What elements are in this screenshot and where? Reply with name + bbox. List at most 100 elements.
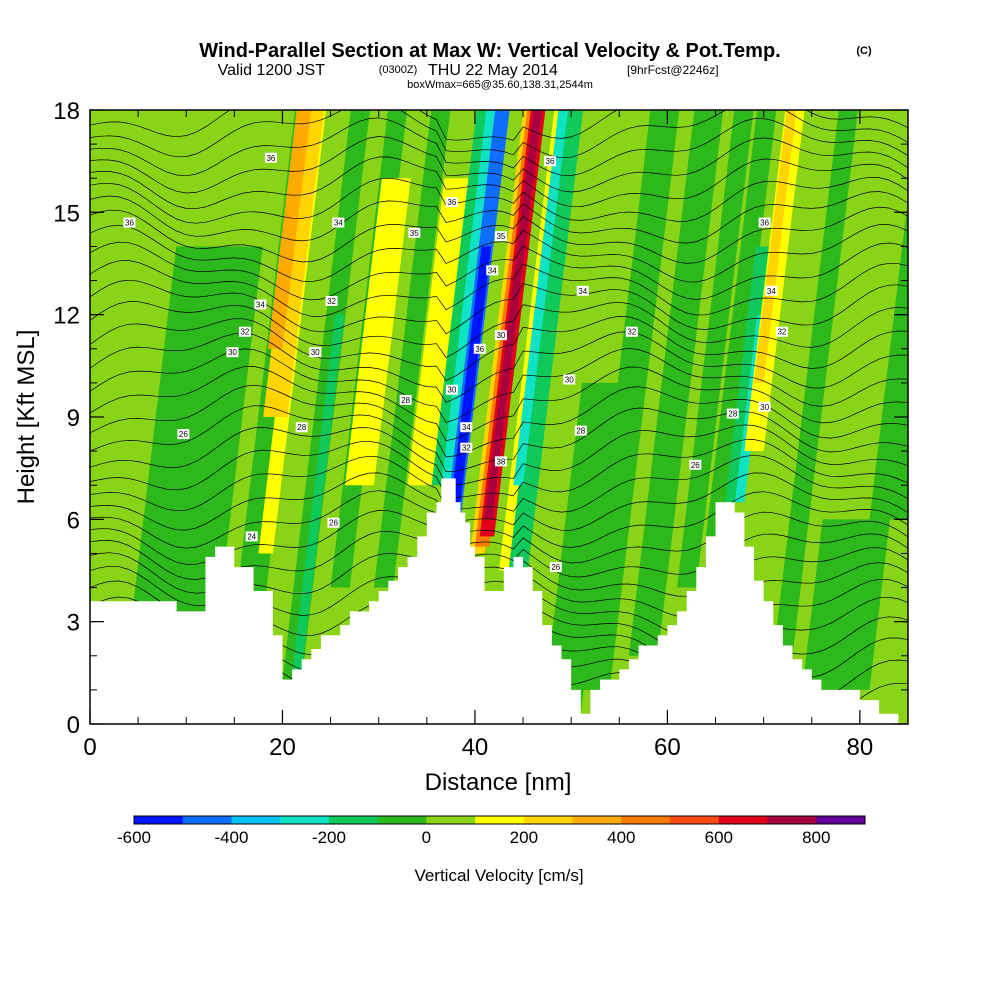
plot-area: 36 36 34 35 36 36 35 34 36 34 32 32 34 34 30 30 36 30 32 32…: [90, 110, 908, 724]
copyright-mark: (C): [856, 45, 872, 57]
colorbar-swatch: [231, 816, 281, 824]
contour-line: [90, 348, 908, 423]
contour-label-bg: [245, 531, 258, 542]
contour-label-bg: [758, 217, 771, 228]
x-tick-label: 60: [654, 734, 681, 761]
contour-label-bg: [775, 326, 788, 337]
colorbar-swatch: [670, 816, 720, 824]
y-tick-label: 3: [67, 610, 80, 637]
velocity-band: [292, 314, 345, 673]
colorbar-swatch: [475, 816, 525, 824]
contour-label: 34: [488, 266, 497, 275]
contour-line: [90, 136, 908, 194]
chart-title: Wind-Parallel Section at Max W: Vertical…: [199, 40, 780, 62]
velocity-band: [754, 110, 797, 383]
colorbar-swatch: [280, 816, 330, 824]
colorbar-swatch: [572, 816, 622, 824]
colorbar-tick-label: -200: [312, 828, 346, 847]
contour-label: 34: [578, 287, 587, 296]
colorbar-swatch: [134, 816, 184, 824]
contour-label: 35: [410, 229, 419, 238]
contour-label: 28: [401, 396, 410, 405]
contour-label: 28: [728, 410, 737, 419]
contour-label-bg: [473, 343, 486, 354]
box-info: boxWmax=665@35.60,138.31,2544m: [407, 79, 593, 91]
colorbar-swatch: [377, 816, 427, 824]
contour-line: [90, 156, 908, 210]
contour-label: 36: [266, 154, 275, 163]
contour-line: [90, 384, 908, 458]
contour-label: 30: [760, 403, 769, 412]
contour-label: 34: [334, 219, 343, 228]
contour-labels: 36 36 34 35 36 36 35 34 36 34 32 32 34 34 30 30 36 30 32 32…: [123, 152, 788, 573]
colorbar-tick-label: -600: [117, 828, 151, 847]
colorbar-swatch: [328, 816, 379, 824]
colorbar-tick-label: 400: [607, 828, 635, 847]
terrain-mask: [90, 478, 908, 724]
contour-label-bg: [238, 326, 251, 337]
contour-label-bg: [576, 285, 589, 296]
contour-label: 28: [576, 427, 585, 436]
y-tick-label: 15: [53, 200, 80, 227]
contour-label-bg: [494, 231, 507, 242]
contour-label-bg: [574, 425, 587, 436]
x-tick-label: 40: [462, 734, 489, 761]
contour-line: [90, 366, 908, 442]
colorbar: -600 -400 -200 0 200 400 600 800: [117, 815, 866, 847]
contour-label-bg: [177, 429, 190, 440]
valid-date: THU 22 May 2014: [428, 62, 558, 79]
contour-label-bg: [226, 347, 239, 358]
velocity-band: [407, 178, 469, 486]
contour-label: 34: [256, 300, 265, 309]
colorbar-label: Vertical Velocity [cm/s]: [414, 866, 583, 885]
contour-label: 30: [447, 386, 456, 395]
velocity-band: [508, 110, 584, 571]
contour-line: [90, 117, 908, 177]
contour-label: 34: [767, 287, 776, 296]
colorbar-tick-label: 800: [802, 828, 830, 847]
velocity-band: [869, 198, 908, 520]
y-tick-label: 18: [53, 98, 80, 125]
contour-label: 30: [228, 348, 237, 357]
contour-label: 32: [240, 328, 249, 337]
velocity-band: [373, 110, 451, 588]
contour-label: 30: [565, 375, 574, 384]
contour-label: 34: [462, 423, 471, 432]
velocity-band: [484, 110, 542, 520]
contour-label: 30: [496, 331, 505, 340]
forecast-info: [9hrFcst@2246z]: [627, 63, 719, 77]
contour-label-bg: [625, 326, 638, 337]
contour-label: 38: [496, 457, 505, 466]
contour-label-bg: [563, 374, 576, 385]
velocity-band: [580, 110, 680, 690]
velocity-band: [345, 178, 411, 486]
y-axis-label: Height [Kft MSL]: [13, 330, 40, 505]
contour-label-bg: [549, 562, 562, 573]
x-tick-label: 80: [847, 734, 874, 761]
contour-line: [90, 191, 908, 244]
contour-line: [90, 424, 908, 486]
contour-line: [90, 241, 908, 301]
velocity-band: [802, 519, 890, 690]
contour-label-bg: [758, 401, 771, 412]
y-tick-label: 12: [53, 303, 80, 330]
contour-label-bg: [445, 197, 458, 208]
contour-label-bg: [295, 422, 308, 433]
contour-label-bg: [408, 227, 421, 238]
contour-label-bg: [726, 408, 739, 419]
contour-label-bg: [460, 442, 473, 453]
contour-label: 36: [447, 198, 456, 207]
contour-label: 36: [760, 219, 769, 228]
contour-label: 26: [179, 430, 188, 439]
contour-label-bg: [264, 152, 277, 163]
contour-label: 32: [462, 444, 471, 453]
contour-label: 26: [551, 563, 560, 572]
contour-label: 26: [691, 461, 700, 470]
contour-label-bg: [494, 330, 507, 341]
contour-line: [90, 260, 908, 317]
contour-label: 32: [327, 297, 336, 306]
contour-label: 28: [297, 423, 306, 432]
contour-line: [90, 301, 908, 358]
